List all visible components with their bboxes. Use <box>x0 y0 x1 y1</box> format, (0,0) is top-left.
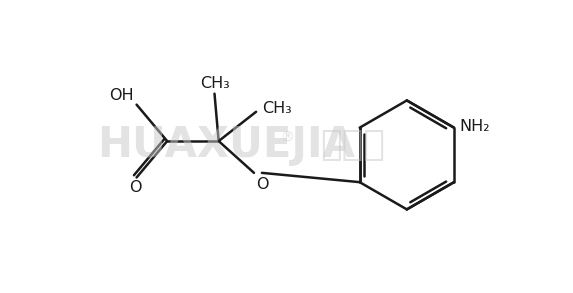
Text: ®: ® <box>280 131 294 145</box>
Text: O: O <box>256 177 269 192</box>
Text: OH: OH <box>109 88 134 103</box>
Text: HUAXUEJIA: HUAXUEJIA <box>97 124 355 166</box>
Text: CH₃: CH₃ <box>201 76 230 91</box>
Text: NH₂: NH₂ <box>459 119 489 134</box>
Text: O: O <box>129 180 142 195</box>
Text: CH₃: CH₃ <box>262 101 292 116</box>
Text: 化学加: 化学加 <box>320 128 384 162</box>
